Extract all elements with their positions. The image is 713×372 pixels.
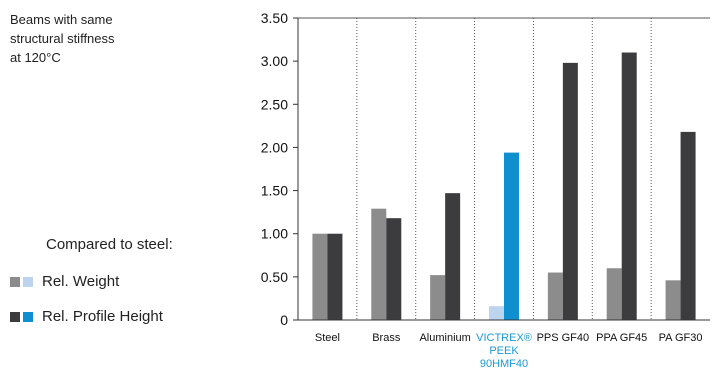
legend-title: Compared to steel: bbox=[46, 236, 173, 253]
legend-item-weight: Rel. Weight bbox=[10, 273, 119, 290]
bar-height-4 bbox=[504, 152, 519, 320]
x-tick-label: PPS GF40 bbox=[537, 332, 590, 344]
x-tick-label: PPA GF45 bbox=[596, 332, 647, 344]
legend-swatch-weight-highlight bbox=[23, 276, 33, 287]
y-tick-label: 3.50 bbox=[261, 10, 288, 26]
y-tick-label: 0 bbox=[280, 312, 288, 328]
x-tick-label: VICTREX® PEEK 90HMF40 bbox=[476, 332, 532, 370]
y-tick-label: 2.50 bbox=[261, 96, 288, 112]
bar-weight-4 bbox=[489, 306, 504, 320]
chart-description: Beams with same structural stiffness at … bbox=[10, 12, 115, 65]
bar-height-2 bbox=[386, 218, 402, 320]
y-tick-label: 2.00 bbox=[261, 139, 288, 155]
x-tick-label: Aluminium bbox=[419, 332, 470, 344]
legend-swatch-height-highlight bbox=[23, 311, 33, 322]
bar-weight-3 bbox=[430, 275, 446, 320]
y-tick-label: 1.50 bbox=[261, 183, 288, 199]
bar-weight-7 bbox=[665, 280, 681, 320]
legend-label-height: Rel. Profile Height bbox=[42, 308, 163, 325]
legend-swatch-height bbox=[10, 311, 20, 322]
bar-weight-1 bbox=[312, 233, 328, 320]
bar-weight-6 bbox=[606, 268, 622, 320]
legend-swatch-weight bbox=[10, 276, 20, 287]
x-tick-label: Steel bbox=[315, 332, 340, 344]
bar-height-5 bbox=[562, 62, 578, 321]
bar-weight-5 bbox=[547, 272, 563, 320]
legend-label-weight: Rel. Weight bbox=[42, 273, 120, 290]
x-tick-label: PA GF30 bbox=[659, 332, 703, 344]
y-tick-label: 1.00 bbox=[261, 226, 288, 242]
x-tick-label: Brass bbox=[372, 332, 401, 344]
bar-weight-2 bbox=[371, 208, 387, 320]
legend-item-height: Rel. Profile Height bbox=[10, 308, 163, 325]
bar-height-6 bbox=[621, 52, 637, 321]
bar-height-3 bbox=[445, 193, 461, 320]
bar-height-7 bbox=[680, 131, 696, 320]
bar-height-1 bbox=[327, 233, 343, 320]
y-tick-label: 3.00 bbox=[261, 53, 288, 69]
y-tick-label: 0.50 bbox=[261, 269, 288, 285]
